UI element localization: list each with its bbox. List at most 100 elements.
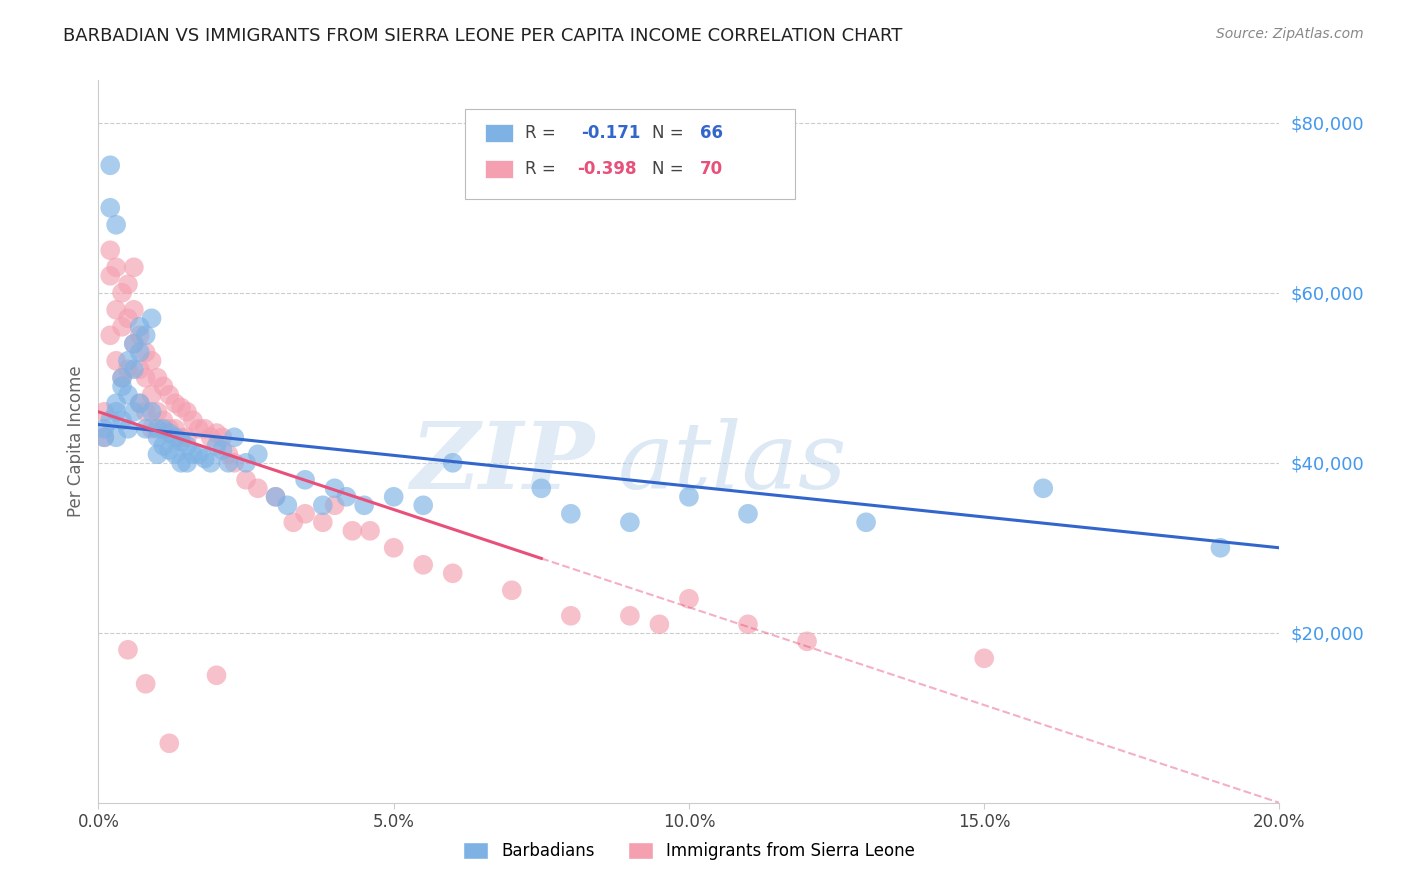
Point	[205, 425, 228, 440]
Point	[122, 336, 145, 351]
Point	[98, 158, 121, 172]
Point	[194, 422, 217, 436]
Text: -0.171: -0.171	[582, 124, 641, 142]
Point	[200, 456, 222, 470]
Point	[117, 362, 139, 376]
Point	[678, 490, 700, 504]
Point	[98, 328, 121, 343]
Point	[141, 353, 163, 368]
Point	[170, 434, 193, 449]
Point	[111, 413, 134, 427]
Point	[141, 422, 163, 436]
Point	[323, 498, 346, 512]
Point	[105, 353, 128, 368]
Point	[211, 443, 233, 458]
Point	[122, 260, 145, 275]
Point	[382, 541, 405, 555]
Point	[1209, 541, 1232, 555]
Point	[530, 481, 553, 495]
Point	[157, 388, 180, 402]
Point	[165, 396, 187, 410]
Text: R =: R =	[524, 124, 567, 142]
Point	[128, 319, 150, 334]
Point	[146, 447, 169, 461]
Point	[105, 218, 128, 232]
Point	[176, 430, 198, 444]
Point	[111, 285, 134, 300]
Point	[342, 524, 364, 538]
Point	[128, 396, 150, 410]
Point	[135, 345, 157, 359]
Point	[176, 439, 198, 453]
Point	[135, 371, 157, 385]
Point	[412, 558, 434, 572]
Point	[93, 422, 115, 436]
Point	[122, 302, 145, 317]
Point	[560, 608, 582, 623]
Point	[217, 456, 239, 470]
Point	[117, 277, 139, 292]
Point	[441, 456, 464, 470]
Text: N =: N =	[652, 161, 689, 178]
Point	[217, 447, 239, 461]
Point	[170, 401, 193, 415]
Point	[98, 244, 121, 258]
Point	[176, 405, 198, 419]
Point	[560, 507, 582, 521]
Point	[382, 490, 405, 504]
Point	[335, 490, 357, 504]
Point	[93, 430, 115, 444]
Point	[93, 405, 115, 419]
Point	[141, 388, 163, 402]
Point	[105, 405, 128, 419]
Point	[128, 396, 150, 410]
Point	[128, 345, 150, 359]
Point	[105, 302, 128, 317]
Point	[235, 456, 257, 470]
Point	[146, 371, 169, 385]
Point	[264, 490, 287, 504]
Point	[211, 430, 233, 444]
Point	[165, 447, 187, 461]
Point	[224, 430, 246, 444]
Point	[117, 353, 139, 368]
Point	[111, 371, 134, 385]
Point	[294, 473, 316, 487]
Point	[157, 422, 180, 436]
Point	[1032, 481, 1054, 495]
Point	[157, 425, 180, 440]
Bar	[485, 124, 513, 142]
Point	[117, 388, 139, 402]
Point	[224, 456, 246, 470]
Point	[93, 430, 115, 444]
Point	[165, 422, 187, 436]
Point	[122, 362, 145, 376]
Point	[501, 583, 523, 598]
Point	[737, 507, 759, 521]
Point	[152, 413, 174, 427]
Point	[105, 430, 128, 444]
Text: R =: R =	[524, 161, 561, 178]
Point	[194, 451, 217, 466]
Point	[111, 371, 134, 385]
Point	[152, 422, 174, 436]
Point	[205, 439, 228, 453]
Point	[98, 413, 121, 427]
Point	[855, 516, 877, 530]
Point	[146, 430, 169, 444]
Point	[187, 447, 209, 461]
Point	[105, 260, 128, 275]
Point	[105, 396, 128, 410]
Point	[973, 651, 995, 665]
Point	[117, 422, 139, 436]
Point	[170, 430, 193, 444]
Point	[441, 566, 464, 581]
Point	[135, 328, 157, 343]
Text: 70: 70	[700, 161, 723, 178]
Point	[146, 422, 169, 436]
Text: N =: N =	[652, 124, 689, 142]
Point	[128, 362, 150, 376]
FancyBboxPatch shape	[464, 109, 796, 200]
Point	[117, 642, 139, 657]
Text: -0.398: -0.398	[576, 161, 637, 178]
